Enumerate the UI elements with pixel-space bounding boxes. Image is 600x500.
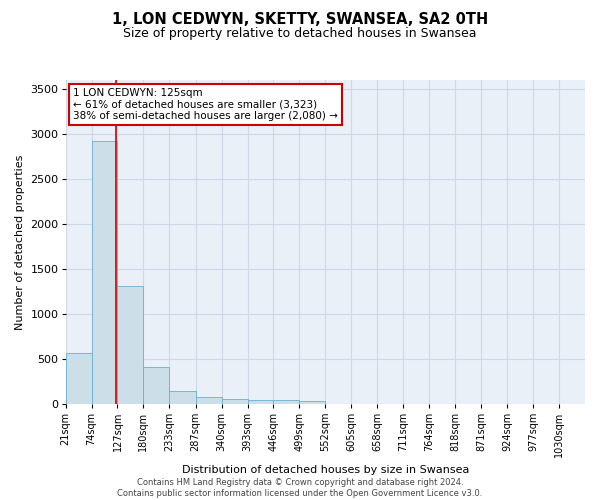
Text: Size of property relative to detached houses in Swansea: Size of property relative to detached ho… [123,28,477,40]
Bar [221,399,248,404]
Bar [274,400,299,404]
Bar [143,367,169,405]
Bar [92,142,118,404]
Text: 1 LON CEDWYN: 125sqm
← 61% of detached houses are smaller (3,323)
38% of semi-de: 1 LON CEDWYN: 125sqm ← 61% of detached h… [73,88,338,122]
Text: 1, LON CEDWYN, SKETTY, SWANSEA, SA2 0TH: 1, LON CEDWYN, SKETTY, SWANSEA, SA2 0TH [112,12,488,28]
Y-axis label: Number of detached properties: Number of detached properties [15,154,25,330]
Bar [248,400,274,404]
Bar [169,390,196,404]
X-axis label: Distribution of detached houses by size in Swansea: Distribution of detached houses by size … [182,465,469,475]
Bar [65,353,92,405]
Text: Contains HM Land Registry data © Crown copyright and database right 2024.
Contai: Contains HM Land Registry data © Crown c… [118,478,482,498]
Bar [118,286,143,405]
Bar [299,401,325,404]
Bar [196,398,221,404]
